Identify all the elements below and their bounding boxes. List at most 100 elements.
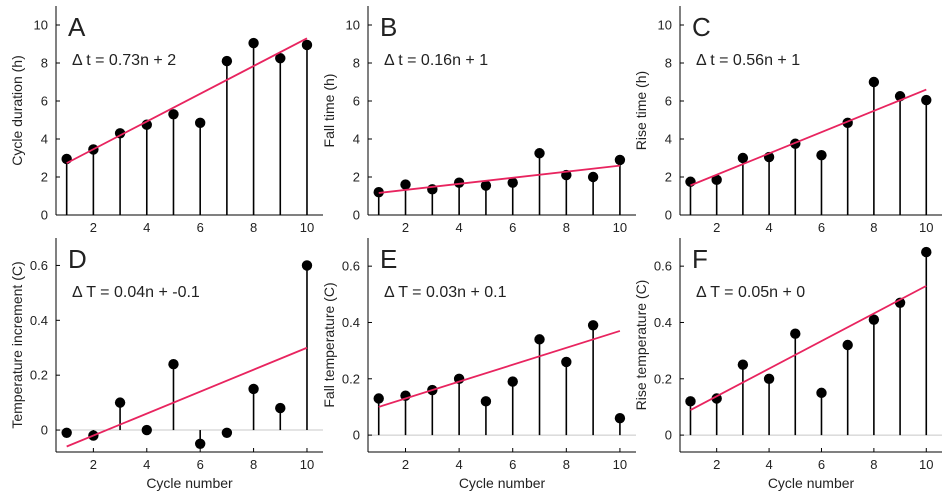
data-point <box>816 149 827 161</box>
data-point <box>816 387 827 399</box>
x-tick-label: 2 <box>90 457 97 472</box>
data-point <box>587 171 599 183</box>
panel-letter: B <box>380 12 397 42</box>
data-point <box>480 180 492 191</box>
y-tick-label: 8 <box>665 56 672 71</box>
x-tick-label: 4 <box>765 220 772 235</box>
y-tick-label: 0.2 <box>342 371 360 386</box>
data-point <box>711 393 722 404</box>
data-point <box>685 396 696 407</box>
fit-equation: Δ T = 0.03n + 0.1 <box>384 284 507 301</box>
data-point <box>221 55 233 67</box>
data-point <box>614 154 626 166</box>
x-tick-label: 2 <box>713 220 720 235</box>
fit-equation: Δ T = 0.04n + -0.1 <box>72 284 200 301</box>
y-tick-label: 0 <box>353 428 360 443</box>
panel-c: 0 2 4 6 8 10 2 4 6 8 10 C Δ t = 0.56n + 1 Rise time (… <box>633 6 942 235</box>
x-tick-label: 10 <box>613 457 627 472</box>
data-point <box>168 359 179 370</box>
x-tick-label: 8 <box>870 220 877 235</box>
fit-line <box>690 285 927 411</box>
y-tick-label: 10 <box>34 18 48 33</box>
x-tick-label: 6 <box>197 457 204 472</box>
y-tick-label: 0.2 <box>654 371 672 386</box>
data-point <box>373 393 384 404</box>
data-point <box>587 320 599 331</box>
x-tick-label: 10 <box>300 457 314 472</box>
panel-letter: E <box>380 244 397 274</box>
y-tick-label: 0 <box>665 428 672 443</box>
y-axis-label: Temperature increment (C) <box>9 261 25 428</box>
panel-a: 0 2 4 6 8 10 2 4 6 8 10 A Δ t = 0.73n + 2 Cycle durat… <box>9 6 323 235</box>
data-point <box>921 246 932 258</box>
panel-letter: A <box>68 12 86 42</box>
y-tick-label: 0.6 <box>654 259 672 274</box>
y-tick-label: 4 <box>41 132 48 147</box>
panel-f: 0 0.2 0.4 0.6 2 4 6 8 10 F Δ T = 0.05n + 0 Rise tem… <box>633 238 942 491</box>
y-tick-label: 2 <box>353 170 360 185</box>
y-tick-label: 10 <box>658 18 672 33</box>
y-tick-label: 0.6 <box>342 259 360 274</box>
y-tick-label: 4 <box>665 132 672 147</box>
data-point <box>194 117 206 129</box>
data-point <box>534 334 545 345</box>
x-tick-label: 4 <box>143 220 150 235</box>
data-point <box>114 397 126 408</box>
fit-equation: Δ t = 0.16n + 1 <box>384 52 488 69</box>
x-tick-label: 6 <box>509 457 516 472</box>
fit-equation: Δ t = 0.56n + 1 <box>696 52 800 69</box>
x-tick-label: 6 <box>509 220 516 235</box>
fit-line <box>66 37 308 164</box>
y-axis-label: Rise temperature (C) <box>633 280 649 411</box>
data-point <box>842 339 853 351</box>
fit-line <box>378 164 621 194</box>
data-point <box>737 359 749 370</box>
data-point <box>194 438 206 449</box>
fit-equation: Δ t = 0.73n + 2 <box>72 52 176 69</box>
data-point <box>453 177 465 188</box>
y-tick-label: 4 <box>353 132 360 147</box>
data-point <box>248 37 259 49</box>
x-tick-label: 2 <box>713 457 720 472</box>
data-point <box>141 424 152 436</box>
data-point <box>790 328 801 339</box>
data-point <box>275 402 286 414</box>
data-point <box>248 383 259 395</box>
x-tick-label: 4 <box>765 457 772 472</box>
data-point <box>868 314 880 325</box>
x-tick-label: 4 <box>143 457 150 472</box>
x-axis-label: Cycle number <box>768 475 855 491</box>
fit-equation: Δ T = 0.05n + 0 <box>696 284 805 301</box>
x-tick-label: 2 <box>402 457 409 472</box>
y-tick-label: 0.6 <box>30 258 48 273</box>
data-point <box>168 109 179 120</box>
data-point <box>480 396 492 407</box>
x-tick-label: 2 <box>90 220 97 235</box>
y-tick-label: 8 <box>41 56 48 71</box>
x-tick-label: 4 <box>456 457 463 472</box>
panel-letter: C <box>692 12 711 42</box>
data-point <box>301 260 313 271</box>
y-axis-label: Cycle duration (h) <box>9 55 25 166</box>
data-point <box>534 148 545 159</box>
data-point <box>275 53 286 64</box>
data-point <box>737 152 749 164</box>
y-tick-label: 10 <box>346 18 360 33</box>
data-point <box>507 177 518 188</box>
x-tick-label: 4 <box>456 220 463 235</box>
data-point <box>221 427 233 438</box>
y-axis-label: Fall temperature (C) <box>321 282 337 407</box>
x-tick-label: 10 <box>613 220 627 235</box>
data-point <box>868 76 880 88</box>
x-tick-label: 8 <box>870 457 877 472</box>
x-tick-label: 6 <box>197 220 204 235</box>
x-axis-label: Cycle number <box>146 475 233 491</box>
y-tick-label: 0.4 <box>654 315 672 330</box>
panel-d: 0 0.2 0.4 0.6 2 4 6 8 10 D Δ T = 0.04n + -0.1 Tempe… <box>9 238 323 491</box>
data-point <box>685 176 696 187</box>
x-tick-label: 10 <box>300 220 314 235</box>
fit-line <box>378 330 621 408</box>
data-point <box>614 413 626 424</box>
x-tick-label: 10 <box>919 457 933 472</box>
